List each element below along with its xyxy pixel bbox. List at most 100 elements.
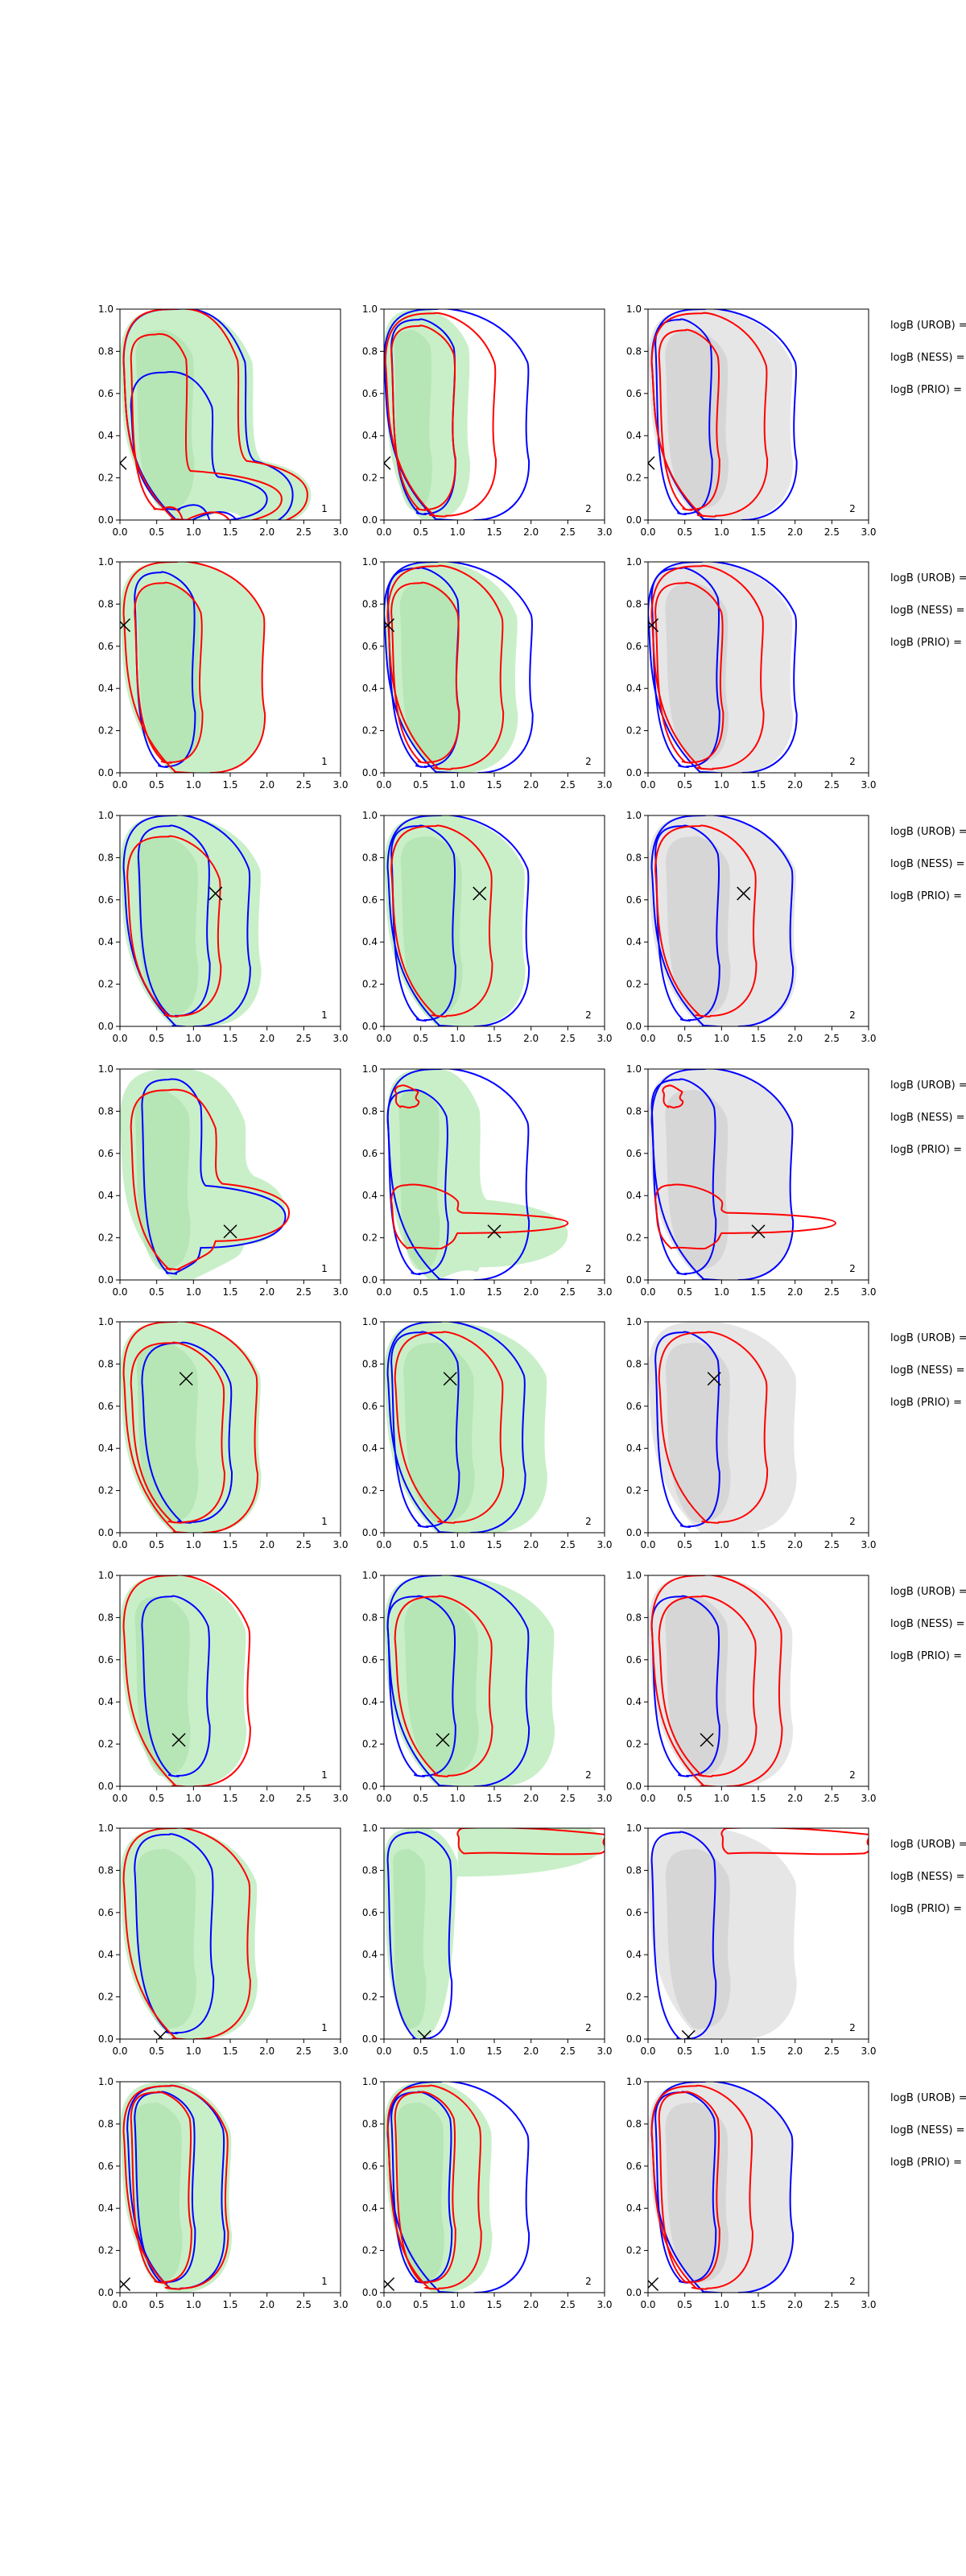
contour-red	[384, 312, 497, 518]
x-tick-label: 0.0	[112, 1286, 127, 1298]
y-tick-label: 0.2	[626, 725, 642, 737]
subplot-panel: 0.0 0.5 1.0 1.5 2.0 2.5 3.0 0.0 0.2 0.4 0.6 0.8 1.0 1	[98, 810, 349, 1044]
y-tick-label: 0.6	[98, 1907, 114, 1918]
contour-red	[130, 1341, 225, 1524]
x-tick-label: 1.5	[750, 2046, 766, 2057]
logB-label: logB (UROB) =	[890, 2092, 966, 2104]
x-tick-label: 0.5	[677, 1033, 692, 1044]
contour-blue	[134, 1833, 215, 2034]
x-tick-label: 1.0	[186, 2046, 201, 2057]
x-tick-label: 3.0	[597, 1033, 612, 1044]
contour-red	[134, 581, 204, 764]
x-tick-label: 1.5	[486, 526, 502, 538]
y-tick-label: 0.0	[98, 767, 114, 778]
x-tick-label: 3.0	[597, 526, 612, 538]
density-fill-inner	[665, 1596, 729, 1777]
y-tick-label: 0.4	[98, 683, 114, 694]
y-tick-label: 0.8	[98, 1864, 114, 1876]
plot-area	[384, 1322, 547, 1533]
y-tick-label: 0.2	[626, 1232, 642, 1244]
x-tick-label: 0.0	[376, 779, 391, 791]
contour-red	[394, 2091, 456, 2284]
y-tick-label: 1.0	[98, 1823, 114, 1834]
x-tick-label: 1.0	[714, 779, 729, 791]
y-tick-label: 1.0	[626, 2076, 642, 2087]
contour-blue	[386, 815, 530, 1026]
contour-red	[122, 2084, 229, 2290]
logB-label: logB (NESS) =	[890, 1871, 964, 1883]
plot-area	[120, 309, 312, 520]
density-fill-inner	[665, 582, 729, 763]
y-tick-label: 0.2	[98, 2245, 114, 2256]
x-tick-label: 1.5	[222, 779, 237, 791]
x-tick-label: 1.0	[714, 526, 729, 538]
y-tick-label: 0.6	[626, 1907, 642, 1918]
x-tick-label: 3.0	[597, 1793, 612, 1804]
x-tick-label: 1.0	[186, 1033, 201, 1044]
x-tick-label: 0.0	[640, 1793, 655, 1804]
subplot-panel: 0.0 0.5 1.0 1.5 2.0 2.5 3.0 0.0 0.2 0.4 0.6 0.8 1.0 2	[626, 303, 877, 538]
panel-number-label: 2	[585, 1263, 592, 1274]
x-tick-label: 0.0	[376, 1793, 391, 1804]
y-tick-label: 0.8	[362, 598, 378, 609]
y-tick-label: 0.6	[362, 1401, 378, 1412]
x-tick-label: 2.5	[296, 526, 312, 538]
x-tick-label: 2.0	[787, 526, 803, 538]
x-tick-label: 0.0	[640, 1286, 655, 1298]
y-tick-label: 0.4	[626, 1443, 642, 1454]
density-fill-inner	[400, 836, 463, 1017]
x-tick-label: 1.0	[714, 1793, 729, 1804]
x-tick-label: 2.5	[296, 1286, 312, 1298]
x-tick-label: 0.0	[640, 1033, 655, 1044]
x-tick-label: 2.5	[560, 779, 576, 791]
y-tick-label: 0.8	[98, 1105, 114, 1117]
true-value-marker	[487, 1224, 502, 1239]
y-tick-label: 0.2	[626, 2245, 642, 2256]
logB-label: logB (PRIO) =	[890, 1903, 962, 1915]
x-tick-label: 1.5	[750, 1793, 766, 1804]
subplot-panel: 0.0 0.5 1.0 1.5 2.0 2.5 3.0 0.0 0.2 0.4 0.6 0.8 1.0 2	[362, 1316, 613, 1550]
y-tick-label: 1.0	[98, 303, 114, 315]
subplot-panel: 0.0 0.5 1.0 1.5 2.0 2.5 3.0 0.0 0.2 0.4 0.6 0.8 1.0 2	[626, 2076, 877, 2310]
panel-number-label: 2	[849, 1009, 856, 1021]
y-tick-label: 0.6	[98, 1401, 114, 1412]
y-tick-label: 0.8	[98, 345, 114, 357]
x-tick-label: 1.5	[222, 1793, 237, 1804]
x-tick-label: 3.0	[861, 1793, 876, 1804]
true-value-marker	[700, 1732, 714, 1747]
contour-blue	[650, 815, 795, 1026]
x-tick-label: 2.0	[523, 1539, 539, 1550]
density-fill-inner	[398, 1089, 440, 1270]
contour-red	[456, 1828, 605, 1856]
contour-blue	[650, 1069, 795, 1280]
x-tick-label: 0.0	[112, 1033, 127, 1044]
y-tick-label: 0.4	[362, 1696, 378, 1707]
panel-number-label: 2	[585, 503, 592, 514]
y-tick-label: 0.6	[626, 388, 642, 399]
x-tick-label: 3.0	[332, 1033, 348, 1044]
y-tick-label: 0.2	[362, 725, 378, 737]
y-tick-label: 0.4	[98, 936, 114, 947]
contour-red	[390, 581, 460, 764]
true-value-marker	[443, 1372, 457, 1386]
x-tick-label: 0.0	[112, 1793, 127, 1804]
figure-row: 0.0 0.5 1.0 1.5 2.0 2.5 3.0 0.0 0.2 0.4 0.6 0.8 1.0 1…	[98, 1063, 966, 1298]
x-tick-label: 3.0	[861, 1033, 876, 1044]
y-tick-label: 0.2	[98, 473, 114, 484]
x-tick-label: 2.5	[560, 1286, 576, 1298]
x-tick-label: 3.0	[861, 779, 876, 791]
x-tick-label: 1.0	[450, 1286, 465, 1298]
logB-label: logB (PRIO) =	[890, 890, 962, 902]
plot-area	[648, 1575, 794, 1786]
contour-red	[122, 1322, 258, 1533]
y-tick-label: 0.6	[362, 1654, 378, 1666]
x-tick-label: 0.5	[149, 1793, 164, 1804]
contour-blue	[122, 815, 251, 1026]
y-tick-label: 0.0	[98, 1274, 114, 1286]
density-fill-inner	[665, 2102, 729, 2283]
y-tick-label: 0.6	[626, 1148, 642, 1159]
y-tick-label: 0.8	[362, 2118, 378, 2129]
y-tick-label: 0.8	[362, 345, 378, 357]
contour-blue	[130, 371, 268, 520]
